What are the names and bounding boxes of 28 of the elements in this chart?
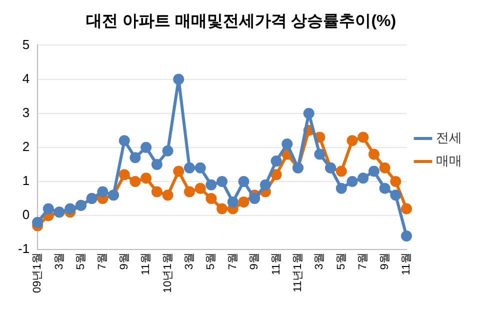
x-tick-label: 9월	[378, 252, 391, 270]
x-tick-label: 7월	[96, 252, 109, 270]
x-tick-label: 7월	[226, 252, 239, 270]
x-tick-label: 3월	[53, 252, 66, 270]
x-tick-label: 9월	[118, 252, 130, 270]
x-tick-label: 5월	[335, 252, 348, 270]
x-tick-label: 11년1월	[292, 252, 304, 292]
x-tick-label: 7월	[357, 252, 370, 270]
y-tick-label: 5	[22, 36, 30, 52]
legend-label: 매매	[436, 153, 462, 168]
x-tick-label: 10년1월	[162, 252, 174, 294]
x-tick-label: 3월	[314, 252, 326, 270]
y-tick-label: 2	[22, 139, 30, 154]
chart-title: 대전 아파트 매매및전세가격 상승률추이(%)	[86, 13, 396, 30]
y-tick-label: 0	[22, 207, 30, 222]
y-tick-label: -1	[18, 241, 30, 256]
y-tick-label: 1	[22, 173, 30, 188]
x-tick-label: 5월	[205, 252, 218, 270]
x-tick-label: 11월	[270, 252, 282, 276]
x-tick-label: 5월	[74, 252, 87, 270]
x-tick-label: 9월	[248, 252, 261, 270]
y-tick-label: 4	[22, 70, 30, 86]
y-tick-label: 3	[22, 104, 30, 120]
x-tick-label: 3월	[184, 252, 196, 270]
legend-label: 전세	[436, 130, 462, 146]
x-tick-label: 11월	[140, 252, 152, 276]
x-tick-label: 11월	[400, 252, 413, 276]
x-tick-label: 09년1월	[32, 252, 44, 294]
